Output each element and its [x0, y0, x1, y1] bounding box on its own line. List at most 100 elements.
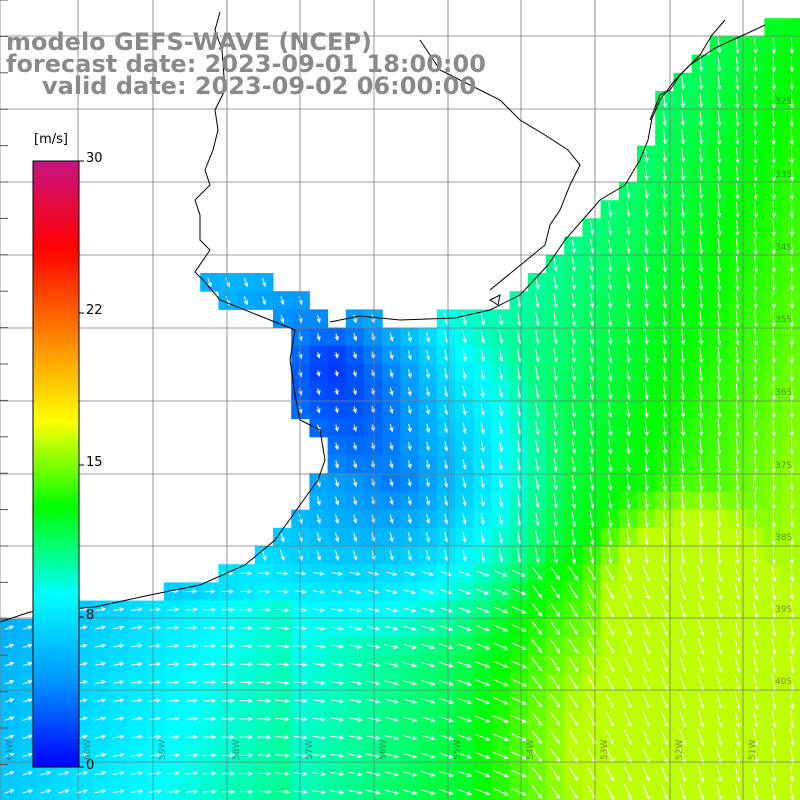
wind-arrow — [312, 717, 326, 722]
wind-arrow — [735, 56, 740, 73]
wind-arrow — [568, 639, 579, 654]
wind-arrow — [753, 219, 758, 237]
wind-arrow — [790, 638, 795, 656]
wind-arrow — [425, 459, 430, 470]
wind-arrow — [498, 312, 504, 326]
wind-arrow — [352, 406, 357, 414]
wind-arrow — [185, 661, 198, 667]
wind-arrow — [389, 332, 394, 342]
wind-arrow — [203, 680, 217, 685]
wind-arrow — [462, 404, 467, 416]
wind-arrow — [149, 643, 162, 649]
wind-arrow — [457, 697, 473, 705]
wind-arrow — [420, 770, 436, 777]
wind-arrow — [316, 333, 321, 342]
wind-arrow — [679, 656, 687, 673]
wind-arrow — [608, 365, 613, 382]
wind-arrow — [480, 403, 485, 417]
wind-arrow — [697, 692, 705, 710]
wind-arrow — [662, 437, 667, 455]
wind-arrow — [22, 770, 34, 776]
wind-arrow — [589, 311, 595, 327]
wind-arrow — [462, 367, 467, 380]
wind-arrow — [790, 656, 795, 674]
wind-arrow — [735, 274, 740, 292]
wind-arrow — [535, 457, 540, 472]
wind-arrow — [239, 771, 254, 776]
wind-arrow — [734, 638, 741, 656]
wind-arrow — [789, 92, 795, 110]
wind-arrow — [568, 602, 579, 618]
wind-arrow — [571, 547, 577, 564]
wind-arrow — [439, 607, 453, 613]
wind-arrow — [456, 788, 473, 796]
longitude-label: 54W — [526, 740, 536, 760]
wind-arrow — [717, 419, 722, 437]
wind-arrow — [680, 74, 686, 91]
wind-arrow — [789, 237, 795, 255]
wind-arrow — [167, 661, 180, 667]
wind-arrow — [717, 92, 722, 109]
wind-arrow — [257, 753, 272, 758]
wind-arrow — [239, 607, 253, 612]
wind-arrow — [753, 583, 759, 601]
longitude-label: 55W — [453, 740, 463, 760]
wind-arrow — [457, 643, 472, 650]
longitude-label: 51W — [748, 740, 758, 760]
wind-arrow — [680, 383, 686, 401]
wind-arrow — [185, 752, 199, 758]
wind-arrow — [462, 477, 467, 489]
wind-arrow — [605, 602, 615, 618]
wind-arrow — [511, 787, 528, 796]
wind-arrow — [257, 625, 272, 631]
wind-arrow — [403, 625, 417, 631]
wind-arrow — [735, 528, 740, 547]
colorbar-tick-label: 0 — [86, 758, 95, 773]
wind-arrow — [698, 74, 704, 91]
wind-arrow — [511, 733, 528, 741]
wind-arrow — [608, 456, 613, 473]
wind-arrow — [221, 607, 235, 612]
wind-arrow — [480, 330, 486, 345]
wind-arrow — [330, 717, 345, 722]
wind-arrow — [185, 716, 199, 721]
wind-arrow — [716, 765, 723, 783]
wind-arrow — [716, 601, 723, 619]
wind-arrow — [386, 571, 398, 576]
wind-arrow — [221, 662, 235, 667]
wind-arrow — [790, 765, 795, 783]
wind-arrow — [184, 789, 199, 794]
wind-arrow — [698, 419, 704, 437]
wind-arrow — [790, 747, 795, 765]
wind-arrow — [475, 642, 491, 650]
wind-arrow — [553, 402, 558, 418]
wind-arrow — [384, 716, 400, 722]
wind-arrow — [40, 770, 52, 776]
wind-arrow — [221, 680, 235, 685]
wind-arrow — [334, 424, 339, 432]
wind-arrow — [257, 735, 272, 740]
wind-arrow — [330, 771, 345, 777]
wind-arrow — [203, 607, 217, 612]
wind-arrow — [789, 346, 795, 365]
wind-arrow — [348, 790, 363, 795]
wind-arrow — [735, 383, 740, 401]
wind-arrow — [568, 730, 579, 745]
wind-arrow — [589, 275, 595, 291]
wind-arrow — [662, 165, 667, 182]
wind-arrow — [716, 729, 723, 746]
wind-arrow — [589, 529, 595, 546]
wind-arrow — [353, 550, 358, 561]
wind-arrow — [275, 698, 290, 704]
wind-arrow — [348, 680, 363, 686]
wind-arrow — [789, 146, 795, 164]
wind-arrow — [550, 621, 561, 636]
wind-arrow — [608, 547, 613, 565]
wind-arrow — [366, 717, 381, 722]
wind-arrow — [112, 698, 125, 703]
wind-arrow — [735, 128, 740, 146]
wind-arrow — [444, 477, 449, 488]
latitude-label: 35S — [775, 315, 792, 325]
wind-arrow — [131, 698, 144, 703]
wind-arrow — [474, 733, 491, 741]
